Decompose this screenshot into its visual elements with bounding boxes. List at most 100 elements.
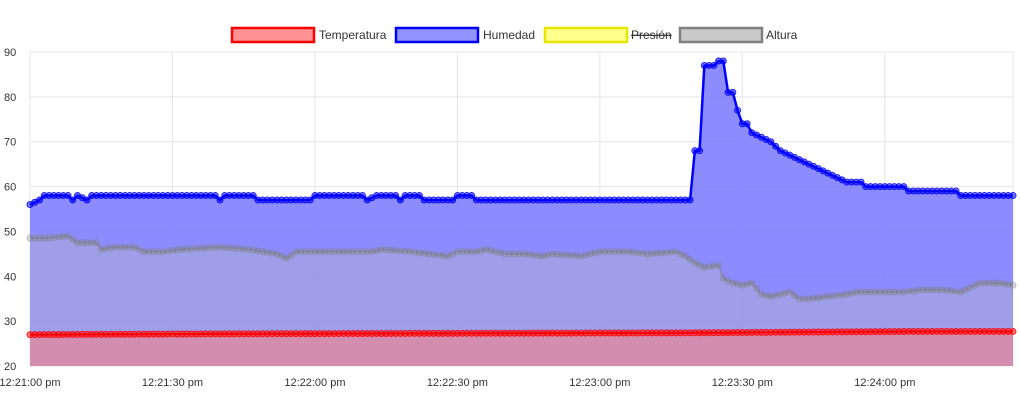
point-altura <box>962 286 970 294</box>
point-altura <box>449 250 457 258</box>
point-humedad <box>306 196 314 204</box>
point-altura <box>919 286 927 294</box>
point-humedad <box>743 120 751 128</box>
point-altura <box>971 281 979 289</box>
point-altura <box>202 244 210 252</box>
point-altura <box>192 245 200 253</box>
point-humedad <box>686 196 694 204</box>
point-altura <box>396 247 404 255</box>
point-altura <box>491 248 499 256</box>
point-altura <box>601 248 609 256</box>
point-humedad <box>415 192 423 200</box>
legend-item-altura[interactable]: Altura <box>678 26 798 44</box>
point-altura <box>715 261 723 269</box>
point-altura <box>425 250 433 258</box>
legend-swatch-presión <box>543 26 629 44</box>
point-altura <box>876 288 884 296</box>
point-altura <box>311 248 319 256</box>
point-altura <box>206 244 214 252</box>
point-altura <box>487 246 495 254</box>
point-humedad <box>392 192 400 200</box>
point-altura <box>111 243 119 251</box>
legend-item-presión[interactable]: Presión <box>543 26 672 44</box>
point-altura <box>800 295 808 303</box>
point-altura <box>439 252 447 260</box>
point-altura <box>610 248 618 256</box>
point-altura <box>852 288 860 296</box>
point-altura <box>354 248 362 256</box>
point-altura <box>130 243 138 251</box>
point-altura <box>952 287 960 295</box>
point-altura <box>116 243 124 251</box>
series-altura <box>26 232 1017 303</box>
point-altura <box>178 245 186 253</box>
point-altura <box>667 248 675 256</box>
point-altura <box>278 252 286 260</box>
point-humedad <box>900 183 908 191</box>
point-altura <box>173 246 181 254</box>
x-tick-label: 12:23:00 pm <box>569 377 630 389</box>
point-altura <box>92 239 100 247</box>
line-altura <box>30 234 1014 300</box>
point-humedad <box>449 196 457 204</box>
x-tick-label: 12:24:00 pm <box>854 377 915 389</box>
point-altura <box>496 249 504 257</box>
point-altura <box>648 249 656 257</box>
point-altura <box>301 248 309 256</box>
point-humedad <box>772 142 780 150</box>
point-altura <box>686 255 694 263</box>
legend-label-temperatura: Temperatura <box>319 28 387 42</box>
point-altura <box>781 289 789 297</box>
point-altura <box>966 284 974 291</box>
point-altura <box>981 279 989 287</box>
point-altura <box>444 252 452 260</box>
y-tick-label: 40 <box>4 271 16 283</box>
point-altura <box>582 251 590 259</box>
point-altura <box>591 249 599 257</box>
point-altura <box>344 248 352 256</box>
point-altura <box>140 248 148 256</box>
point-altura <box>677 250 685 258</box>
point-altura <box>871 288 879 296</box>
point-altura <box>211 243 219 251</box>
point-altura <box>933 286 941 294</box>
point-altura <box>477 246 485 254</box>
point-altura <box>1004 281 1012 289</box>
point-altura <box>159 248 167 256</box>
point-altura <box>553 250 561 258</box>
legend-item-humedad[interactable]: Humedad <box>394 26 535 44</box>
point-humedad <box>767 138 775 146</box>
point-altura <box>805 295 813 303</box>
point-altura <box>544 251 552 259</box>
area-temperatura <box>30 331 1013 366</box>
point-altura <box>615 248 623 256</box>
point-altura <box>662 248 670 256</box>
point-altura <box>795 295 803 303</box>
point-altura <box>154 248 162 256</box>
point-altura <box>297 248 305 256</box>
point-altura <box>197 244 205 252</box>
point-altura <box>938 286 946 294</box>
point-altura <box>890 288 898 296</box>
point-altura <box>149 248 157 256</box>
point-altura <box>83 239 91 247</box>
point-altura <box>534 252 542 260</box>
point-altura <box>121 243 129 251</box>
point-altura <box>857 288 865 296</box>
legend-item-temperatura[interactable]: Temperatura <box>230 26 387 44</box>
point-altura <box>64 232 72 240</box>
point-altura <box>515 250 523 258</box>
x-tick-label: 12:21:30 pm <box>142 377 203 389</box>
x-tick-label: 12:21:00 pm <box>0 377 61 389</box>
point-altura <box>1009 281 1017 289</box>
point-altura <box>905 287 913 295</box>
point-altura <box>510 250 518 258</box>
point-altura <box>753 285 761 293</box>
point-humedad <box>83 196 91 204</box>
point-altura <box>719 275 727 283</box>
point-altura <box>596 248 604 256</box>
point-altura <box>363 248 371 256</box>
point-altura <box>183 245 191 253</box>
point-humedad <box>35 196 43 204</box>
point-altura <box>995 279 1003 287</box>
